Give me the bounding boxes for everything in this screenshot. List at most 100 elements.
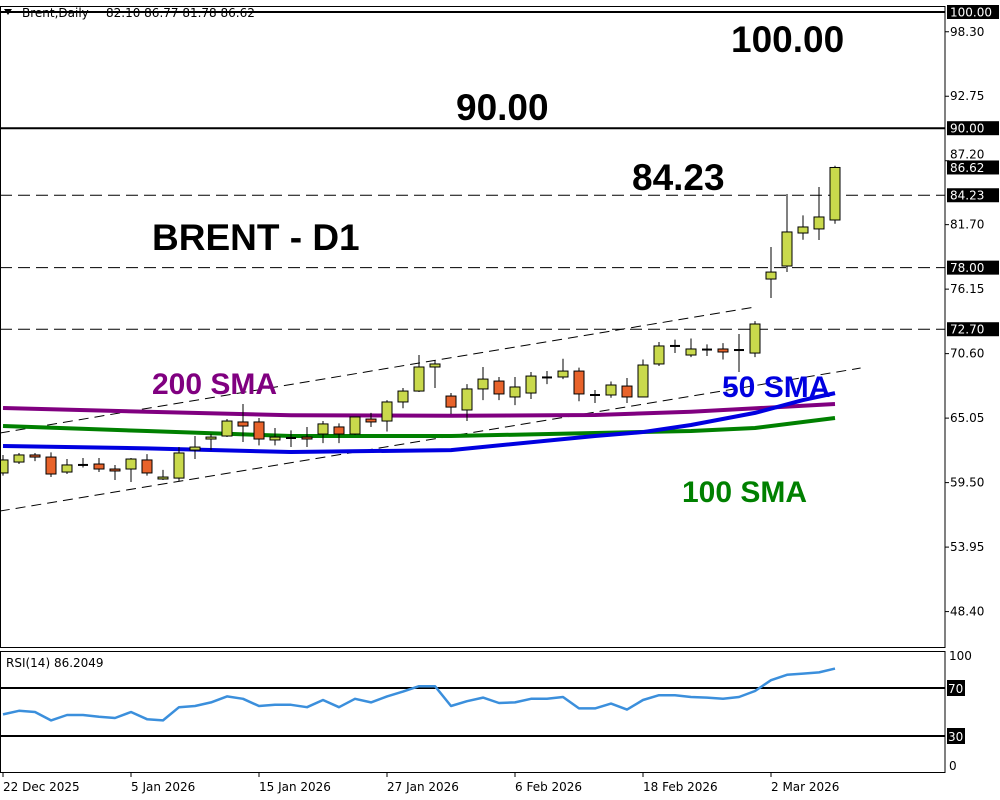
candle [717, 343, 729, 360]
candle-body [525, 375, 537, 394]
candle-body [141, 459, 153, 474]
date-tick-label: 18 Feb 2026 [643, 780, 718, 794]
candle-body [125, 458, 137, 470]
candle-body [253, 421, 265, 440]
candle [493, 376, 505, 401]
candle-body [557, 370, 569, 378]
price-level-badge [947, 260, 999, 275]
price-level-badge-label: 100.00 [950, 6, 992, 20]
price-level-badge [947, 322, 999, 337]
candle [781, 193, 793, 273]
rsi-tick-label: 30 [948, 730, 963, 744]
candle-body [413, 366, 425, 392]
candle [445, 393, 457, 415]
candle-body [365, 418, 377, 423]
candle-body [813, 216, 825, 230]
candle [349, 416, 361, 435]
price-level-badge-label: 78.00 [950, 261, 984, 275]
candle-body [749, 323, 761, 354]
price-tick-label: 70.60 [950, 347, 984, 361]
candle [829, 165, 841, 224]
price-tick-label: 48.40 [950, 605, 984, 619]
level-100-annotation: 100.00 [731, 19, 844, 60]
price-pane-frame [0, 6, 946, 648]
candle-body [221, 420, 233, 437]
candle-body [173, 452, 185, 479]
candle [509, 376, 521, 406]
candle [670, 339, 680, 354]
candle [125, 457, 137, 483]
candle-body [61, 464, 73, 473]
candle [477, 366, 489, 401]
ohlc-readout: 82.10 86.77 81.78 86.62 [106, 6, 255, 20]
candle [269, 427, 281, 446]
candle [413, 355, 425, 392]
candle [637, 359, 649, 398]
channel-lower-trendline [0, 367, 861, 512]
candle [461, 384, 473, 422]
price-pane [0, 11, 945, 512]
rsi-pane-frame [0, 651, 946, 773]
candle [765, 246, 777, 298]
candle [109, 464, 121, 481]
price-tick-label: 98.30 [950, 25, 984, 39]
candle-body [45, 456, 57, 475]
candle-body [397, 390, 409, 403]
candle-body [269, 436, 281, 441]
candle [317, 421, 329, 444]
candle [0, 454, 9, 476]
symbol-label: Brent,Daily [22, 6, 89, 20]
candle-body [605, 384, 617, 396]
candle [301, 426, 313, 448]
candle [189, 436, 201, 460]
axes: 98.30 92.75 87.20 81.70 76.15 70.60 65.05 59.50… [0, 5, 999, 794]
rsi-level-badge [947, 680, 965, 696]
price-level-badge [947, 5, 999, 19]
candle [93, 457, 105, 473]
candle [61, 459, 73, 475]
candle [797, 215, 809, 240]
candle-body [717, 348, 729, 353]
candle [397, 388, 409, 409]
candle-body [653, 345, 665, 365]
rsi-title: RSI(14) 86.2049 [6, 656, 104, 670]
candle [542, 371, 552, 385]
100-sma-line [2, 416, 836, 439]
candle [365, 412, 377, 427]
candle [525, 371, 537, 399]
price-tick-label: 53.95 [950, 540, 984, 554]
price-tick-label: 87.20 [950, 147, 984, 161]
date-tick-label: 6 Feb 2026 [515, 780, 582, 794]
candle [557, 358, 569, 380]
candle [173, 447, 185, 482]
sma200-annotation: 200 SMA [152, 368, 277, 401]
price-tick-label: 92.75 [950, 89, 984, 103]
price-level-badge-label: 90.00 [950, 122, 984, 136]
candle [221, 419, 233, 438]
price-level-badge [947, 121, 999, 136]
candle-body [109, 468, 121, 472]
candle-body [829, 166, 841, 221]
candle-body [685, 348, 697, 356]
candle-body [349, 416, 361, 435]
candle-body [509, 386, 521, 398]
rsi-tick-label: 100 [949, 649, 972, 663]
date-tick-label: 22 Dec 2025 [3, 780, 80, 794]
price-level-badge-label: 86.62 [950, 161, 984, 175]
rsi-line [2, 667, 836, 722]
candle [734, 333, 744, 372]
candle-body [461, 388, 473, 411]
price-level-badge-label: 72.70 [950, 323, 984, 337]
200-sma-line [2, 402, 836, 418]
candle [205, 434, 217, 451]
candle [141, 454, 153, 476]
date-tick-label: 27 Jan 2026 [387, 780, 459, 794]
price-tick-label: 59.50 [950, 476, 984, 490]
candle [429, 360, 441, 389]
candle [685, 338, 697, 358]
candle-body [573, 370, 585, 395]
rsi-tick-label: 0 [949, 759, 957, 773]
dropdown-triangle-icon[interactable] [4, 9, 12, 15]
